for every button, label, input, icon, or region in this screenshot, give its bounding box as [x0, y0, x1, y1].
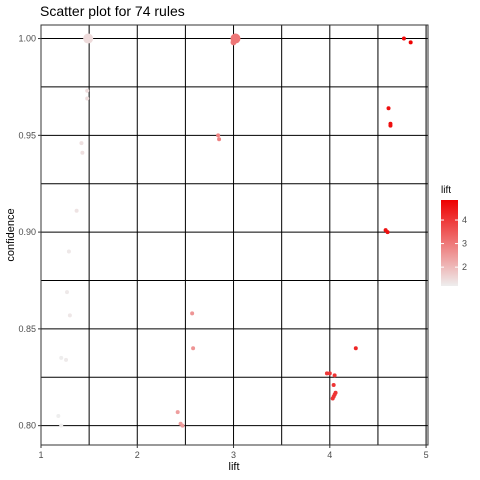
y-axis-title: confidence	[5, 208, 17, 261]
data-point	[353, 346, 358, 351]
legend-tick-label: 4	[462, 215, 467, 225]
data-point	[331, 383, 336, 387]
x-tick-label: 5	[424, 450, 429, 460]
data-point	[408, 40, 413, 45]
data-point	[85, 96, 90, 101]
legend-ticks: 2 3 4	[441, 215, 467, 272]
plot-border	[40, 24, 429, 446]
y-tick-label: 0.95	[18, 130, 36, 140]
data-point	[59, 423, 64, 428]
x-axis-ticks: 1 2 3 4 5	[38, 445, 429, 460]
y-tick-label: 0.90	[18, 227, 36, 237]
data-point	[79, 141, 84, 146]
data-point	[64, 357, 69, 362]
data-point	[216, 133, 221, 138]
data-point	[190, 311, 195, 316]
data-point	[385, 230, 390, 235]
data-point	[80, 150, 85, 155]
data-point	[217, 137, 222, 142]
y-tick-label: 1.00	[18, 34, 36, 44]
y-axis-ticks: 0.80 0.85 0.90 0.95 1.00	[18, 34, 41, 431]
legend-title: lift	[441, 185, 451, 196]
data-point	[175, 410, 180, 415]
data-point	[327, 371, 332, 376]
data-point	[74, 208, 79, 213]
data-point	[191, 346, 196, 351]
x-tick-label: 4	[327, 450, 332, 460]
legend-tick-label: 2	[462, 262, 467, 272]
data-point	[401, 36, 406, 41]
color-legend: lift 2 3 4	[441, 185, 467, 286]
x-tick-label: 1	[38, 450, 43, 460]
data-point	[180, 423, 185, 428]
x-tick-label: 2	[135, 450, 140, 460]
legend-colorbar	[441, 200, 458, 286]
data-points	[56, 33, 413, 428]
data-point	[56, 413, 61, 418]
data-point	[67, 313, 72, 318]
plot-panel	[41, 25, 428, 445]
data-point	[85, 88, 90, 93]
data-point	[230, 33, 241, 44]
data-point	[66, 249, 71, 254]
y-tick-label: 0.85	[18, 324, 36, 334]
data-point	[386, 106, 391, 111]
data-point	[59, 355, 64, 360]
data-point	[332, 373, 337, 378]
x-tick-label: 3	[231, 450, 236, 460]
x-axis-title: lift	[229, 461, 240, 473]
data-point	[324, 371, 329, 376]
data-point	[83, 33, 94, 44]
y-tick-label: 0.80	[18, 421, 36, 431]
data-point	[388, 123, 393, 128]
legend-tick-label: 3	[462, 239, 467, 249]
data-point	[64, 290, 69, 295]
chart-title: Scatter plot for 74 rules	[40, 3, 185, 19]
data-point	[333, 390, 338, 395]
